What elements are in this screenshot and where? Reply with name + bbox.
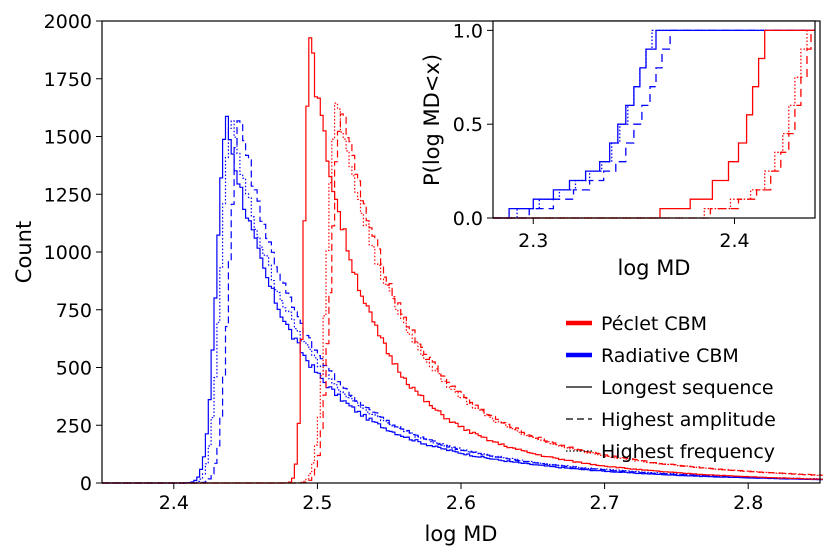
inset-y-tick-label: 0.0 [453,208,483,230]
ecdf-series [493,29,815,219]
legend-label: Longest sequence [601,377,774,399]
y-tick-label: 0 [80,473,92,495]
ecdf-series [493,29,815,219]
inset-series-layer [493,29,815,219]
inset-y-tick-label: 1.0 [453,20,483,42]
legend-label: Highest frequency [601,441,775,463]
inset-x-tick-label: 2.3 [518,230,548,252]
y-tick-label: 750 [56,300,92,322]
inset-x-tick-label: 2.4 [719,230,749,252]
inset-y-tick-label: 0.5 [453,114,483,136]
y-tick-label: 1250 [44,184,92,206]
inset-y-axis-title: P(log MD<x) [420,54,444,186]
y-tick-label: 500 [56,358,92,380]
histogram-series [102,120,823,484]
x-tick-label: 2.8 [733,492,763,514]
histogram-series [102,115,823,484]
y-tick-label: 1750 [44,69,92,91]
ecdf-series [493,29,815,219]
main-y-axis-title: Count [12,221,36,283]
inset-background [493,21,815,218]
inset-ticks-layer: 2.3 2.4 0.0 0.5 1.0 [453,20,750,252]
x-tick-label: 2.6 [446,492,476,514]
x-tick-label: 2.4 [159,492,189,514]
x-tick-label: 2.7 [589,492,619,514]
main-x-axis-title: log MD [425,522,498,546]
legend: Péclet CBM Radiative CBM Longest sequence H… [566,313,776,463]
legend-label: Radiative CBM [601,345,739,367]
inset-x-axis-title: log MD [618,256,691,280]
inset-plot-frame [492,20,816,219]
legend-label: Péclet CBM [601,313,707,335]
y-tick-label: 1500 [44,127,92,149]
y-tick-label: 2000 [44,11,92,33]
ecdf-series [493,29,815,219]
histogram-series [102,37,823,484]
y-tick-label: 250 [56,415,92,437]
histogram-series [102,120,823,484]
main-ticks-layer: 2.4 2.5 2.6 2.7 2.8 0 250 500 750 1000 1250 1500 175… [44,11,764,514]
x-tick-label: 2.5 [302,492,332,514]
y-tick-label: 1000 [44,242,92,264]
ecdf-series [493,29,815,219]
legend-label: Highest amplitude [601,409,776,431]
